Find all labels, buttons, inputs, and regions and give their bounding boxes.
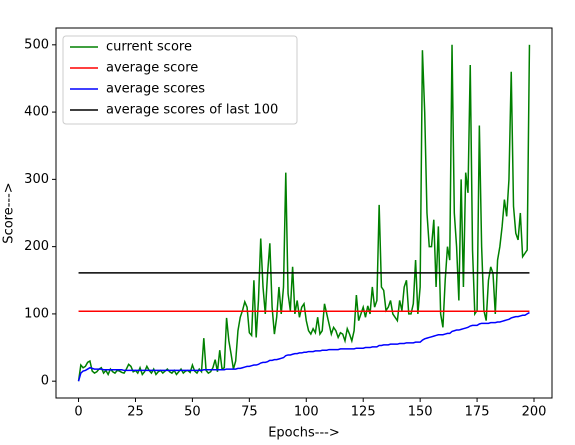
x-tick-label: 175: [465, 405, 490, 420]
x-tick-label: 150: [408, 405, 433, 420]
x-tick-label: 0: [74, 405, 82, 420]
y-tick-label: 500: [24, 37, 49, 52]
x-tick-label: 125: [351, 405, 376, 420]
legend-label: average scores: [106, 82, 205, 97]
y-tick-label: 300: [24, 172, 49, 187]
y-tick-label: 100: [24, 306, 49, 321]
y-tick-label: 200: [24, 239, 49, 254]
y-axis-label: Score--->: [2, 182, 17, 243]
x-tick-label: 200: [522, 405, 547, 420]
series-line: [77, 311, 530, 382]
x-tick-label: 75: [241, 405, 258, 420]
x-axis-label: Epochs--->: [268, 426, 340, 441]
y-tick-label: 0: [41, 374, 49, 389]
series-line: [77, 44, 531, 382]
legend-label: current score: [106, 40, 192, 55]
x-tick-label: 50: [184, 405, 201, 420]
x-tick-label: 100: [294, 405, 319, 420]
legend-label: average scores of last 100: [106, 103, 278, 118]
legend-label: average score: [106, 61, 198, 76]
y-tick-label: 400: [24, 105, 49, 120]
plot-frame: [55, 27, 553, 399]
legend-box: [62, 35, 298, 125]
x-tick-label: 25: [127, 405, 144, 420]
